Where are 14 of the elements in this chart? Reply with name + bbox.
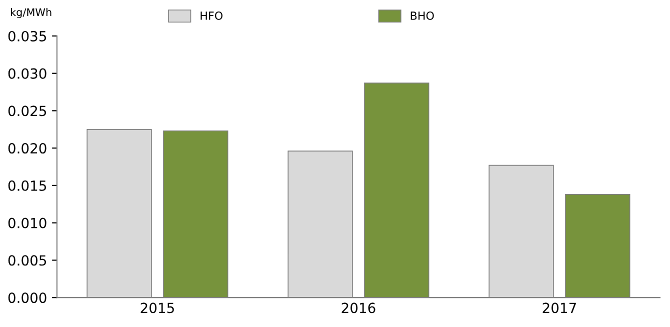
y-tick-label: 0.010 (8, 218, 46, 228)
y-tick-label: 0.015 (8, 180, 46, 191)
x-tick-label: 2015 (140, 302, 174, 314)
y-tick-label: 0.030 (8, 68, 46, 79)
y-tick-label: 0.000 (8, 292, 46, 304)
y-tick-label: 0.035 (8, 30, 46, 42)
legend-label: BHO (410, 12, 434, 20)
legend-label: HFO (200, 12, 222, 20)
y-tick-label: 0.025 (8, 106, 46, 116)
y-tick-label: 0.020 (8, 143, 46, 154)
x-tick-label: 2016 (342, 302, 376, 314)
x-tick-label: 2017 (542, 302, 576, 314)
y-axis-title: kg/MWh (10, 8, 52, 18)
y-tick-label: 0.005 (8, 255, 46, 266)
